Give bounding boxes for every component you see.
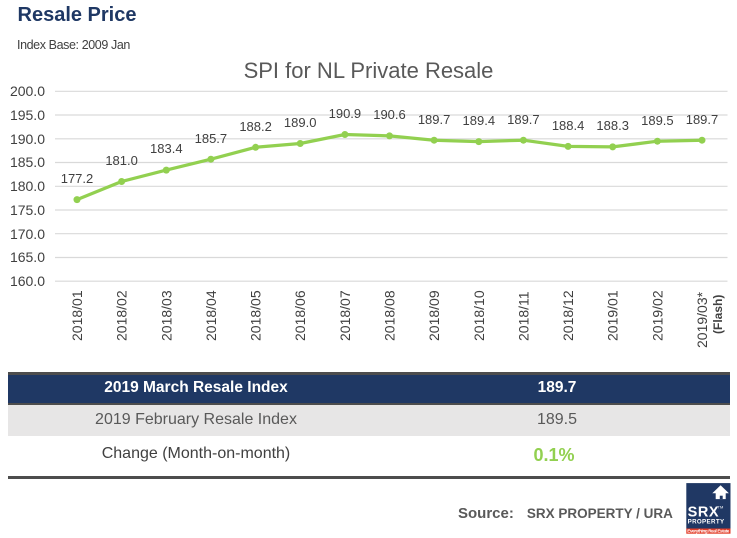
svg-text:2018/10: 2018/10	[471, 290, 487, 341]
svg-text:2018/11: 2018/11	[515, 291, 531, 341]
svg-text:TM: TM	[718, 505, 724, 510]
svg-text:2018/04: 2018/04	[203, 290, 219, 341]
svg-text:2018/12: 2018/12	[560, 290, 576, 341]
svg-text:2019/03*: 2019/03*	[694, 291, 710, 348]
svg-text:PROPERTY: PROPERTY	[688, 519, 725, 526]
svg-text:2018/05: 2018/05	[248, 290, 264, 341]
svg-text:2018/06: 2018/06	[292, 290, 308, 341]
svg-text:2018/01: 2018/01	[69, 290, 85, 341]
svg-text:2018/02: 2018/02	[114, 290, 130, 341]
svg-text:2019/01: 2019/01	[605, 290, 621, 341]
svg-text:SRX: SRX	[688, 505, 720, 521]
svg-text:2018/07: 2018/07	[337, 290, 353, 341]
svg-text:2018/08: 2018/08	[382, 290, 398, 341]
svg-text:(Flash): (Flash)	[711, 295, 725, 334]
svg-text:Everything Real Estate: Everything Real Estate	[687, 529, 729, 534]
svg-text:2018/09: 2018/09	[426, 290, 442, 341]
svg-text:2018/03: 2018/03	[158, 290, 174, 341]
svg-text:2019/02: 2019/02	[649, 290, 665, 341]
